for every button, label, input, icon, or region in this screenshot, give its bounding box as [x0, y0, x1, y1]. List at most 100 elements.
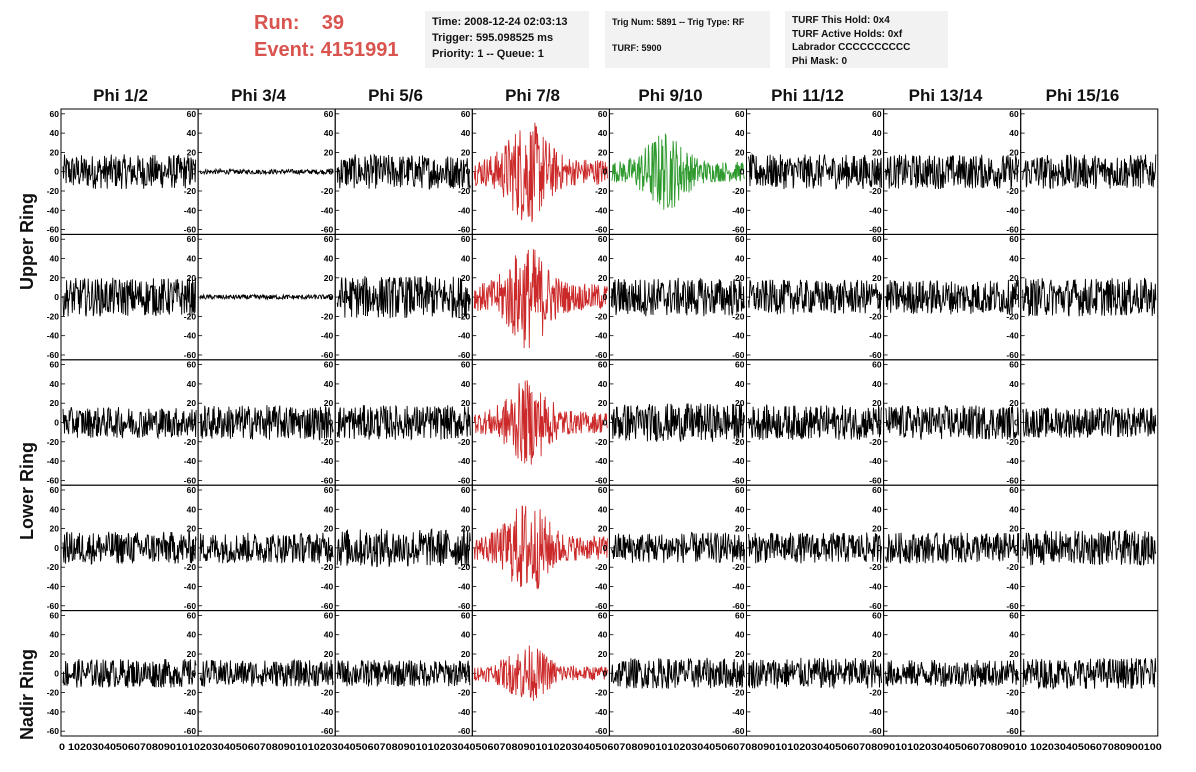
- y-tick-label: -60: [869, 225, 882, 235]
- y-tick-label: 20: [872, 273, 882, 283]
- waveform-trace: [199, 293, 334, 301]
- waveform-trace: [885, 279, 1020, 315]
- y-tick-label: 0: [603, 418, 608, 428]
- y-tick-label: 20: [735, 398, 745, 408]
- y-tick-label: -40: [1006, 205, 1019, 215]
- y-tick-label: 0: [603, 292, 608, 302]
- y-tick-label: 60: [324, 360, 334, 370]
- y-tick-label: -20: [47, 437, 60, 447]
- y-tick-label: 0: [740, 418, 745, 428]
- y-tick-label: 0: [603, 167, 608, 177]
- y-tick-label: 20: [872, 649, 882, 659]
- y-tick-label: -40: [732, 707, 745, 717]
- y-tick-label: 0: [54, 292, 59, 302]
- y-tick-label: -40: [184, 331, 197, 341]
- waveform-trace: [473, 249, 608, 349]
- y-tick-label: 20: [324, 524, 334, 534]
- y-tick-label: -20: [869, 311, 882, 321]
- waveform-trace: [199, 532, 334, 564]
- waveform-trace: [748, 152, 883, 190]
- y-tick-label: -40: [1006, 707, 1019, 717]
- y-tick-label: 40: [50, 379, 60, 389]
- waveform-trace: [62, 658, 197, 689]
- y-tick-label: 60: [50, 485, 60, 495]
- y-tick-label: 40: [735, 504, 745, 514]
- event-value: 4151991: [320, 39, 399, 61]
- waveform-trace: [336, 659, 471, 687]
- y-tick-label: 0: [54, 418, 59, 428]
- y-tick-label: -20: [595, 562, 608, 572]
- y-tick-label: 40: [735, 630, 745, 640]
- y-tick-label: -60: [732, 475, 745, 485]
- waveform-trace: [610, 403, 745, 442]
- y-tick-label: 40: [187, 128, 197, 138]
- y-tick-label: -60: [321, 601, 334, 611]
- y-tick-label: 40: [324, 504, 334, 514]
- y-tick-label: 60: [1009, 109, 1019, 119]
- y-tick-label: 60: [324, 485, 334, 495]
- labrador-text: Labrador CCCCCCCCCC: [792, 42, 911, 53]
- y-tick-label: 60: [187, 234, 197, 244]
- y-tick-label: -40: [321, 205, 334, 215]
- y-tick-label: 20: [1009, 398, 1019, 408]
- y-tick-label: -40: [458, 331, 471, 341]
- waveform-trace: [1022, 154, 1157, 190]
- y-tick-label: 60: [1009, 610, 1019, 620]
- waveform-trace: [1022, 277, 1157, 317]
- y-tick-label: 20: [187, 398, 197, 408]
- y-tick-label: 20: [872, 147, 882, 157]
- y-tick-label: -40: [321, 581, 334, 591]
- y-tick-label: 0: [740, 543, 745, 553]
- y-tick-label: 40: [324, 630, 334, 640]
- y-tick-label: 20: [461, 649, 471, 659]
- run-event-header: Run: 39 Event: 4151991: [254, 10, 399, 64]
- y-tick-label: 20: [735, 147, 745, 157]
- y-tick-label: -60: [458, 601, 471, 611]
- y-tick-label: 60: [598, 360, 608, 370]
- y-tick-label: -40: [47, 205, 60, 215]
- y-tick-label: 40: [324, 254, 334, 264]
- y-tick-label: 0: [191, 543, 196, 553]
- y-tick-label: 60: [598, 610, 608, 620]
- y-tick-label: -20: [595, 186, 608, 196]
- y-tick-label: 20: [735, 649, 745, 659]
- y-tick-label: 40: [1009, 504, 1019, 514]
- column-title-phi-3-4: Phi 3/4: [231, 86, 286, 105]
- y-tick-label: -60: [869, 601, 882, 611]
- x-tick-labels: 0 10203040506070809010102030405060708090…: [59, 742, 1162, 753]
- y-tick-label: -40: [1006, 456, 1019, 466]
- y-tick-label: 20: [598, 273, 608, 283]
- time-info-box: Time: 2008-12-24 02:03:13 Trigger: 595.0…: [425, 11, 589, 68]
- y-tick-label: 0: [54, 167, 59, 177]
- waveform-trace: [336, 275, 471, 319]
- y-tick-label: 60: [461, 485, 471, 495]
- y-tick-label: -20: [458, 437, 471, 447]
- y-tick-label: -20: [47, 562, 60, 572]
- waveform-trace: [885, 404, 1020, 440]
- y-tick-label: 40: [872, 379, 882, 389]
- y-tick-label: 40: [50, 128, 60, 138]
- y-tick-label: -20: [1006, 688, 1019, 698]
- y-tick-label: -40: [595, 581, 608, 591]
- y-tick-label: -20: [732, 562, 745, 572]
- y-tick-label: 20: [324, 147, 334, 157]
- waveform-trace: [610, 657, 745, 690]
- waveform-trace: [1022, 529, 1157, 566]
- waveform-trace: [610, 531, 745, 564]
- y-tick-label: 60: [50, 360, 60, 370]
- y-tick-label: 40: [187, 504, 197, 514]
- run-line: Run: 39: [254, 10, 399, 37]
- y-tick-label: 20: [1009, 273, 1019, 283]
- y-tick-label: 40: [324, 128, 334, 138]
- y-tick-label: 0: [603, 543, 608, 553]
- y-tick-label: 0: [877, 543, 882, 553]
- y-tick-label: -40: [869, 456, 882, 466]
- y-tick-label: 40: [735, 379, 745, 389]
- waveform-trace: [610, 277, 745, 317]
- trigger-text: Trigger: 595.098525 ms: [432, 32, 554, 44]
- y-tick-label: 40: [872, 128, 882, 138]
- y-tick-label: 60: [598, 109, 608, 119]
- y-tick-label: -20: [184, 562, 197, 572]
- y-tick-label: -60: [1006, 350, 1019, 360]
- turf-hold-text: TURF This Hold: 0x4: [792, 15, 890, 26]
